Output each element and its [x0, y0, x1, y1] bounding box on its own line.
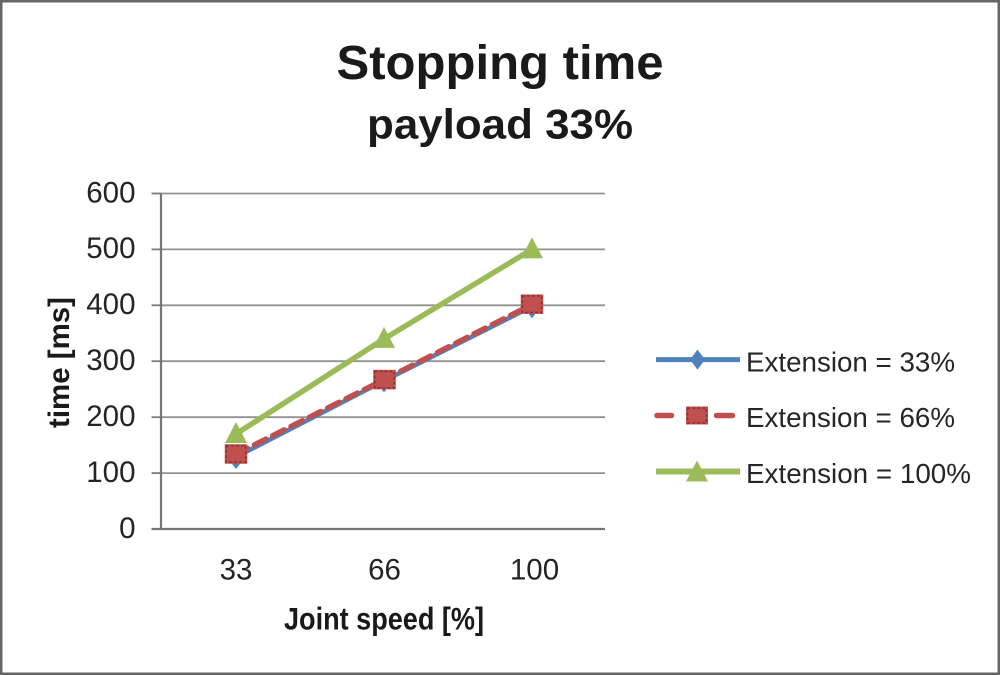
svg-text:500: 500	[86, 232, 135, 265]
svg-text:100: 100	[86, 456, 135, 489]
svg-text:Extension = 100%: Extension = 100%	[746, 458, 971, 489]
svg-text:time [ms]: time [ms]	[43, 297, 76, 428]
svg-text:300: 300	[86, 344, 135, 377]
svg-text:200: 200	[86, 400, 135, 433]
svg-text:0: 0	[119, 512, 135, 545]
svg-text:payload 33%: payload 33%	[367, 101, 633, 148]
svg-text:Extension = 33%: Extension = 33%	[746, 346, 955, 377]
svg-text:Joint speed [%]: Joint speed [%]	[284, 601, 484, 637]
svg-text:400: 400	[86, 288, 135, 321]
svg-text:33: 33	[220, 554, 253, 587]
svg-text:Stopping time: Stopping time	[337, 37, 664, 90]
svg-text:66: 66	[368, 554, 401, 587]
svg-text:600: 600	[86, 176, 135, 209]
svg-text:Extension = 66%: Extension = 66%	[746, 402, 955, 433]
svg-text:100: 100	[510, 554, 559, 587]
